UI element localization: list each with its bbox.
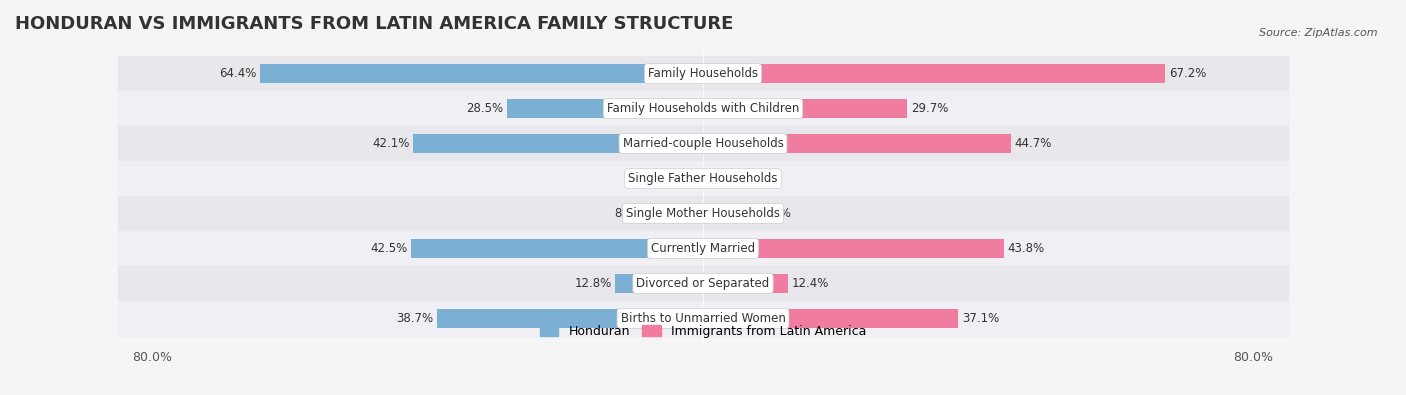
Legend: Honduran, Immigrants from Latin America: Honduran, Immigrants from Latin America (534, 320, 872, 343)
Text: Currently Married: Currently Married (651, 242, 755, 255)
Bar (118, 231, 1288, 266)
Bar (703, 274, 789, 293)
Text: 38.7%: 38.7% (396, 312, 433, 325)
Text: Divorced or Separated: Divorced or Separated (637, 277, 769, 290)
Text: 64.4%: 64.4% (219, 67, 256, 80)
Bar (118, 266, 1288, 301)
Text: 43.8%: 43.8% (1008, 242, 1045, 255)
Bar (614, 274, 703, 293)
Bar (411, 239, 703, 258)
Text: 28.5%: 28.5% (467, 102, 503, 115)
Bar (118, 56, 1288, 91)
Text: 12.8%: 12.8% (574, 277, 612, 290)
Text: 42.5%: 42.5% (370, 242, 408, 255)
Text: 2.8%: 2.8% (651, 172, 681, 185)
Text: HONDURAN VS IMMIGRANTS FROM LATIN AMERICA FAMILY STRUCTURE: HONDURAN VS IMMIGRANTS FROM LATIN AMERIC… (15, 15, 734, 33)
Text: 37.1%: 37.1% (962, 312, 998, 325)
Bar (508, 99, 703, 118)
Text: 29.7%: 29.7% (911, 102, 948, 115)
Bar (703, 134, 1011, 153)
Text: Family Households with Children: Family Households with Children (607, 102, 799, 115)
Bar (437, 309, 703, 328)
Text: Married-couple Households: Married-couple Households (623, 137, 783, 150)
Bar (413, 134, 703, 153)
Bar (703, 239, 1004, 258)
Text: Single Mother Households: Single Mother Households (626, 207, 780, 220)
Bar (703, 64, 1166, 83)
Bar (260, 64, 703, 83)
Bar (703, 204, 758, 223)
Bar (118, 196, 1288, 231)
Text: Single Father Households: Single Father Households (628, 172, 778, 185)
Text: Family Households: Family Households (648, 67, 758, 80)
Text: 67.2%: 67.2% (1168, 67, 1206, 80)
Text: Source: ZipAtlas.com: Source: ZipAtlas.com (1260, 28, 1378, 38)
Bar (118, 161, 1288, 196)
Text: 44.7%: 44.7% (1014, 137, 1052, 150)
Text: 42.1%: 42.1% (373, 137, 411, 150)
Text: 2.8%: 2.8% (725, 172, 755, 185)
Bar (703, 169, 723, 188)
Bar (683, 169, 703, 188)
Bar (647, 204, 703, 223)
Text: 12.4%: 12.4% (792, 277, 830, 290)
Text: Births to Unmarried Women: Births to Unmarried Women (620, 312, 786, 325)
Text: 8.1%: 8.1% (614, 207, 644, 220)
Text: 7.9%: 7.9% (761, 207, 790, 220)
Bar (118, 126, 1288, 161)
Bar (118, 301, 1288, 336)
Bar (703, 309, 959, 328)
Bar (118, 91, 1288, 126)
Bar (703, 99, 907, 118)
